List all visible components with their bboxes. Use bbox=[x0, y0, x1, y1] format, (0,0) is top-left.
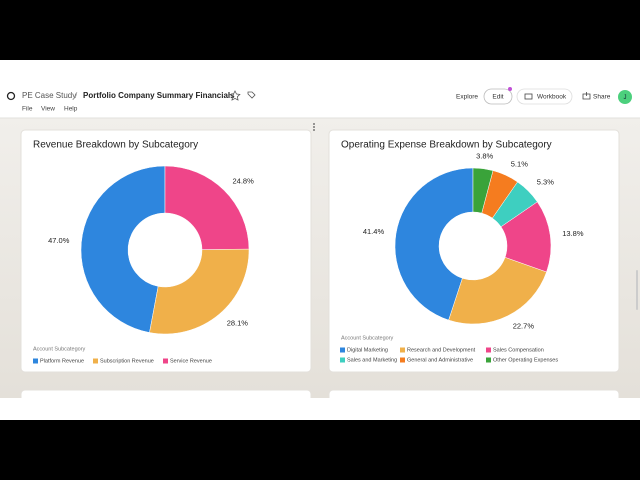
donut-slice bbox=[149, 248, 250, 335]
edit-indicator bbox=[508, 87, 512, 91]
avatar-initial: J bbox=[624, 95, 627, 101]
app-footer bbox=[0, 398, 640, 420]
donut-slice bbox=[472, 167, 494, 214]
letterbox-top bbox=[0, 0, 640, 60]
star-icon[interactable] bbox=[229, 90, 241, 101]
workbook-label[interactable]: Workbook bbox=[537, 94, 567, 101]
data-label: 3.8% bbox=[476, 152, 493, 161]
avatar[interactable] bbox=[618, 90, 632, 104]
tag-icon[interactable] bbox=[247, 91, 256, 99]
legend-label: Other Operating Expenses bbox=[493, 357, 558, 363]
legend-label: Sales and Marketing bbox=[347, 357, 397, 363]
legend-swatch bbox=[486, 347, 491, 353]
menu-item[interactable]: View bbox=[41, 106, 55, 113]
donut-slice bbox=[80, 165, 166, 333]
data-label: 47.0% bbox=[48, 236, 70, 245]
menu-item[interactable]: File bbox=[22, 106, 33, 113]
legend-title: Account Subcategory bbox=[341, 335, 394, 341]
data-label: 5.3% bbox=[537, 178, 554, 187]
edit-label[interactable]: Edit bbox=[492, 94, 503, 101]
more-icon[interactable] bbox=[313, 123, 315, 131]
legend-swatch bbox=[340, 357, 345, 363]
legend-swatch bbox=[93, 358, 98, 364]
data-label: 13.8% bbox=[562, 229, 584, 238]
data-label: 28.1% bbox=[227, 319, 249, 328]
logo[interactable] bbox=[6, 91, 16, 101]
card bbox=[328, 129, 620, 373]
chart-title: Revenue Breakdown by Subcategory bbox=[33, 140, 198, 151]
share-button[interactable]: Share bbox=[593, 94, 611, 101]
legend-label: General and Administrative bbox=[407, 357, 473, 363]
donut-slice bbox=[164, 165, 250, 250]
donut-slice bbox=[448, 257, 547, 325]
legend-swatch bbox=[33, 358, 38, 364]
chart-title: Operating Expense Breakdown by Subcatego… bbox=[341, 140, 552, 151]
legend-swatch bbox=[400, 357, 405, 363]
letterbox-bottom bbox=[0, 420, 640, 480]
menu-item[interactable]: Help bbox=[64, 106, 78, 113]
legend-swatch bbox=[486, 357, 491, 363]
breadcrumb[interactable]: PE Case Study bbox=[22, 91, 76, 100]
scrollbar[interactable] bbox=[636, 270, 638, 310]
legend-label: Service Revenue bbox=[170, 358, 212, 364]
donut-slice bbox=[394, 167, 474, 321]
workbook-icon bbox=[524, 93, 533, 100]
legend-label: Platform Revenue bbox=[40, 358, 84, 364]
card bbox=[20, 129, 312, 373]
legend-title: Account Subcategory bbox=[33, 346, 86, 352]
edit-button[interactable] bbox=[483, 88, 513, 105]
page-title: Portfolio Company Summary Financials bbox=[83, 91, 235, 100]
data-label: 5.1% bbox=[511, 159, 528, 168]
legend-swatch bbox=[340, 347, 345, 353]
data-label: 22.7% bbox=[513, 322, 535, 331]
data-label: 24.8% bbox=[233, 177, 255, 186]
separator: / bbox=[75, 91, 78, 100]
legend-label: Research and Development bbox=[407, 347, 476, 353]
legend-label: Subscription Revenue bbox=[100, 358, 154, 364]
legend-label: Sales Compensation bbox=[493, 347, 544, 353]
legend-swatch bbox=[400, 347, 405, 353]
workbook-button[interactable] bbox=[516, 88, 573, 105]
legend-label: Digital Marketing bbox=[347, 347, 388, 353]
data-label: 41.4% bbox=[363, 227, 385, 236]
explore-button[interactable]: Explore bbox=[456, 94, 478, 101]
legend-swatch bbox=[163, 358, 168, 364]
share-icon bbox=[582, 92, 591, 100]
